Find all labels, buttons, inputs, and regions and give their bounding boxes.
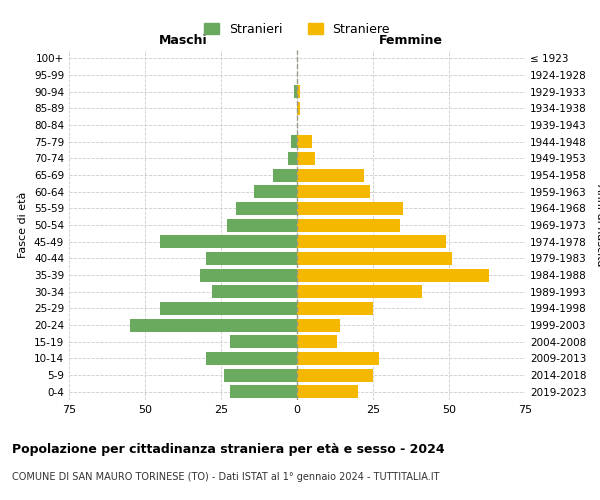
Bar bbox=[297, 202, 403, 215]
Bar bbox=[130, 318, 297, 332]
Bar bbox=[297, 102, 300, 115]
Bar bbox=[297, 135, 312, 148]
Bar bbox=[206, 252, 297, 265]
Bar bbox=[297, 168, 364, 181]
Bar bbox=[297, 302, 373, 315]
Bar bbox=[297, 85, 300, 98]
Bar bbox=[224, 368, 297, 382]
Bar bbox=[272, 168, 297, 181]
Bar bbox=[212, 285, 297, 298]
Bar bbox=[294, 85, 297, 98]
Text: COMUNE DI SAN MAURO TORINESE (TO) - Dati ISTAT al 1° gennaio 2024 - TUTTITALIA.I: COMUNE DI SAN MAURO TORINESE (TO) - Dati… bbox=[12, 472, 439, 482]
Bar bbox=[291, 135, 297, 148]
Bar bbox=[297, 352, 379, 365]
Bar bbox=[297, 252, 452, 265]
Bar bbox=[160, 235, 297, 248]
Y-axis label: Anni di nascita: Anni di nascita bbox=[595, 184, 600, 266]
Bar bbox=[297, 152, 315, 165]
Bar bbox=[200, 268, 297, 281]
Bar bbox=[227, 218, 297, 232]
Bar bbox=[297, 385, 358, 398]
Bar bbox=[288, 152, 297, 165]
Bar bbox=[297, 235, 446, 248]
Bar bbox=[297, 318, 340, 332]
Text: Maschi: Maschi bbox=[158, 34, 208, 46]
Bar bbox=[297, 285, 422, 298]
Text: Femmine: Femmine bbox=[379, 34, 443, 46]
Bar bbox=[236, 202, 297, 215]
Bar bbox=[297, 335, 337, 348]
Bar bbox=[254, 185, 297, 198]
Bar bbox=[230, 385, 297, 398]
Bar bbox=[160, 302, 297, 315]
Text: Popolazione per cittadinanza straniera per età e sesso - 2024: Popolazione per cittadinanza straniera p… bbox=[12, 442, 445, 456]
Bar bbox=[297, 185, 370, 198]
Bar bbox=[206, 352, 297, 365]
Legend: Stranieri, Straniere: Stranieri, Straniere bbox=[199, 18, 395, 40]
Bar bbox=[297, 268, 488, 281]
Bar bbox=[297, 368, 373, 382]
Y-axis label: Fasce di età: Fasce di età bbox=[19, 192, 28, 258]
Bar bbox=[297, 218, 400, 232]
Bar bbox=[230, 335, 297, 348]
